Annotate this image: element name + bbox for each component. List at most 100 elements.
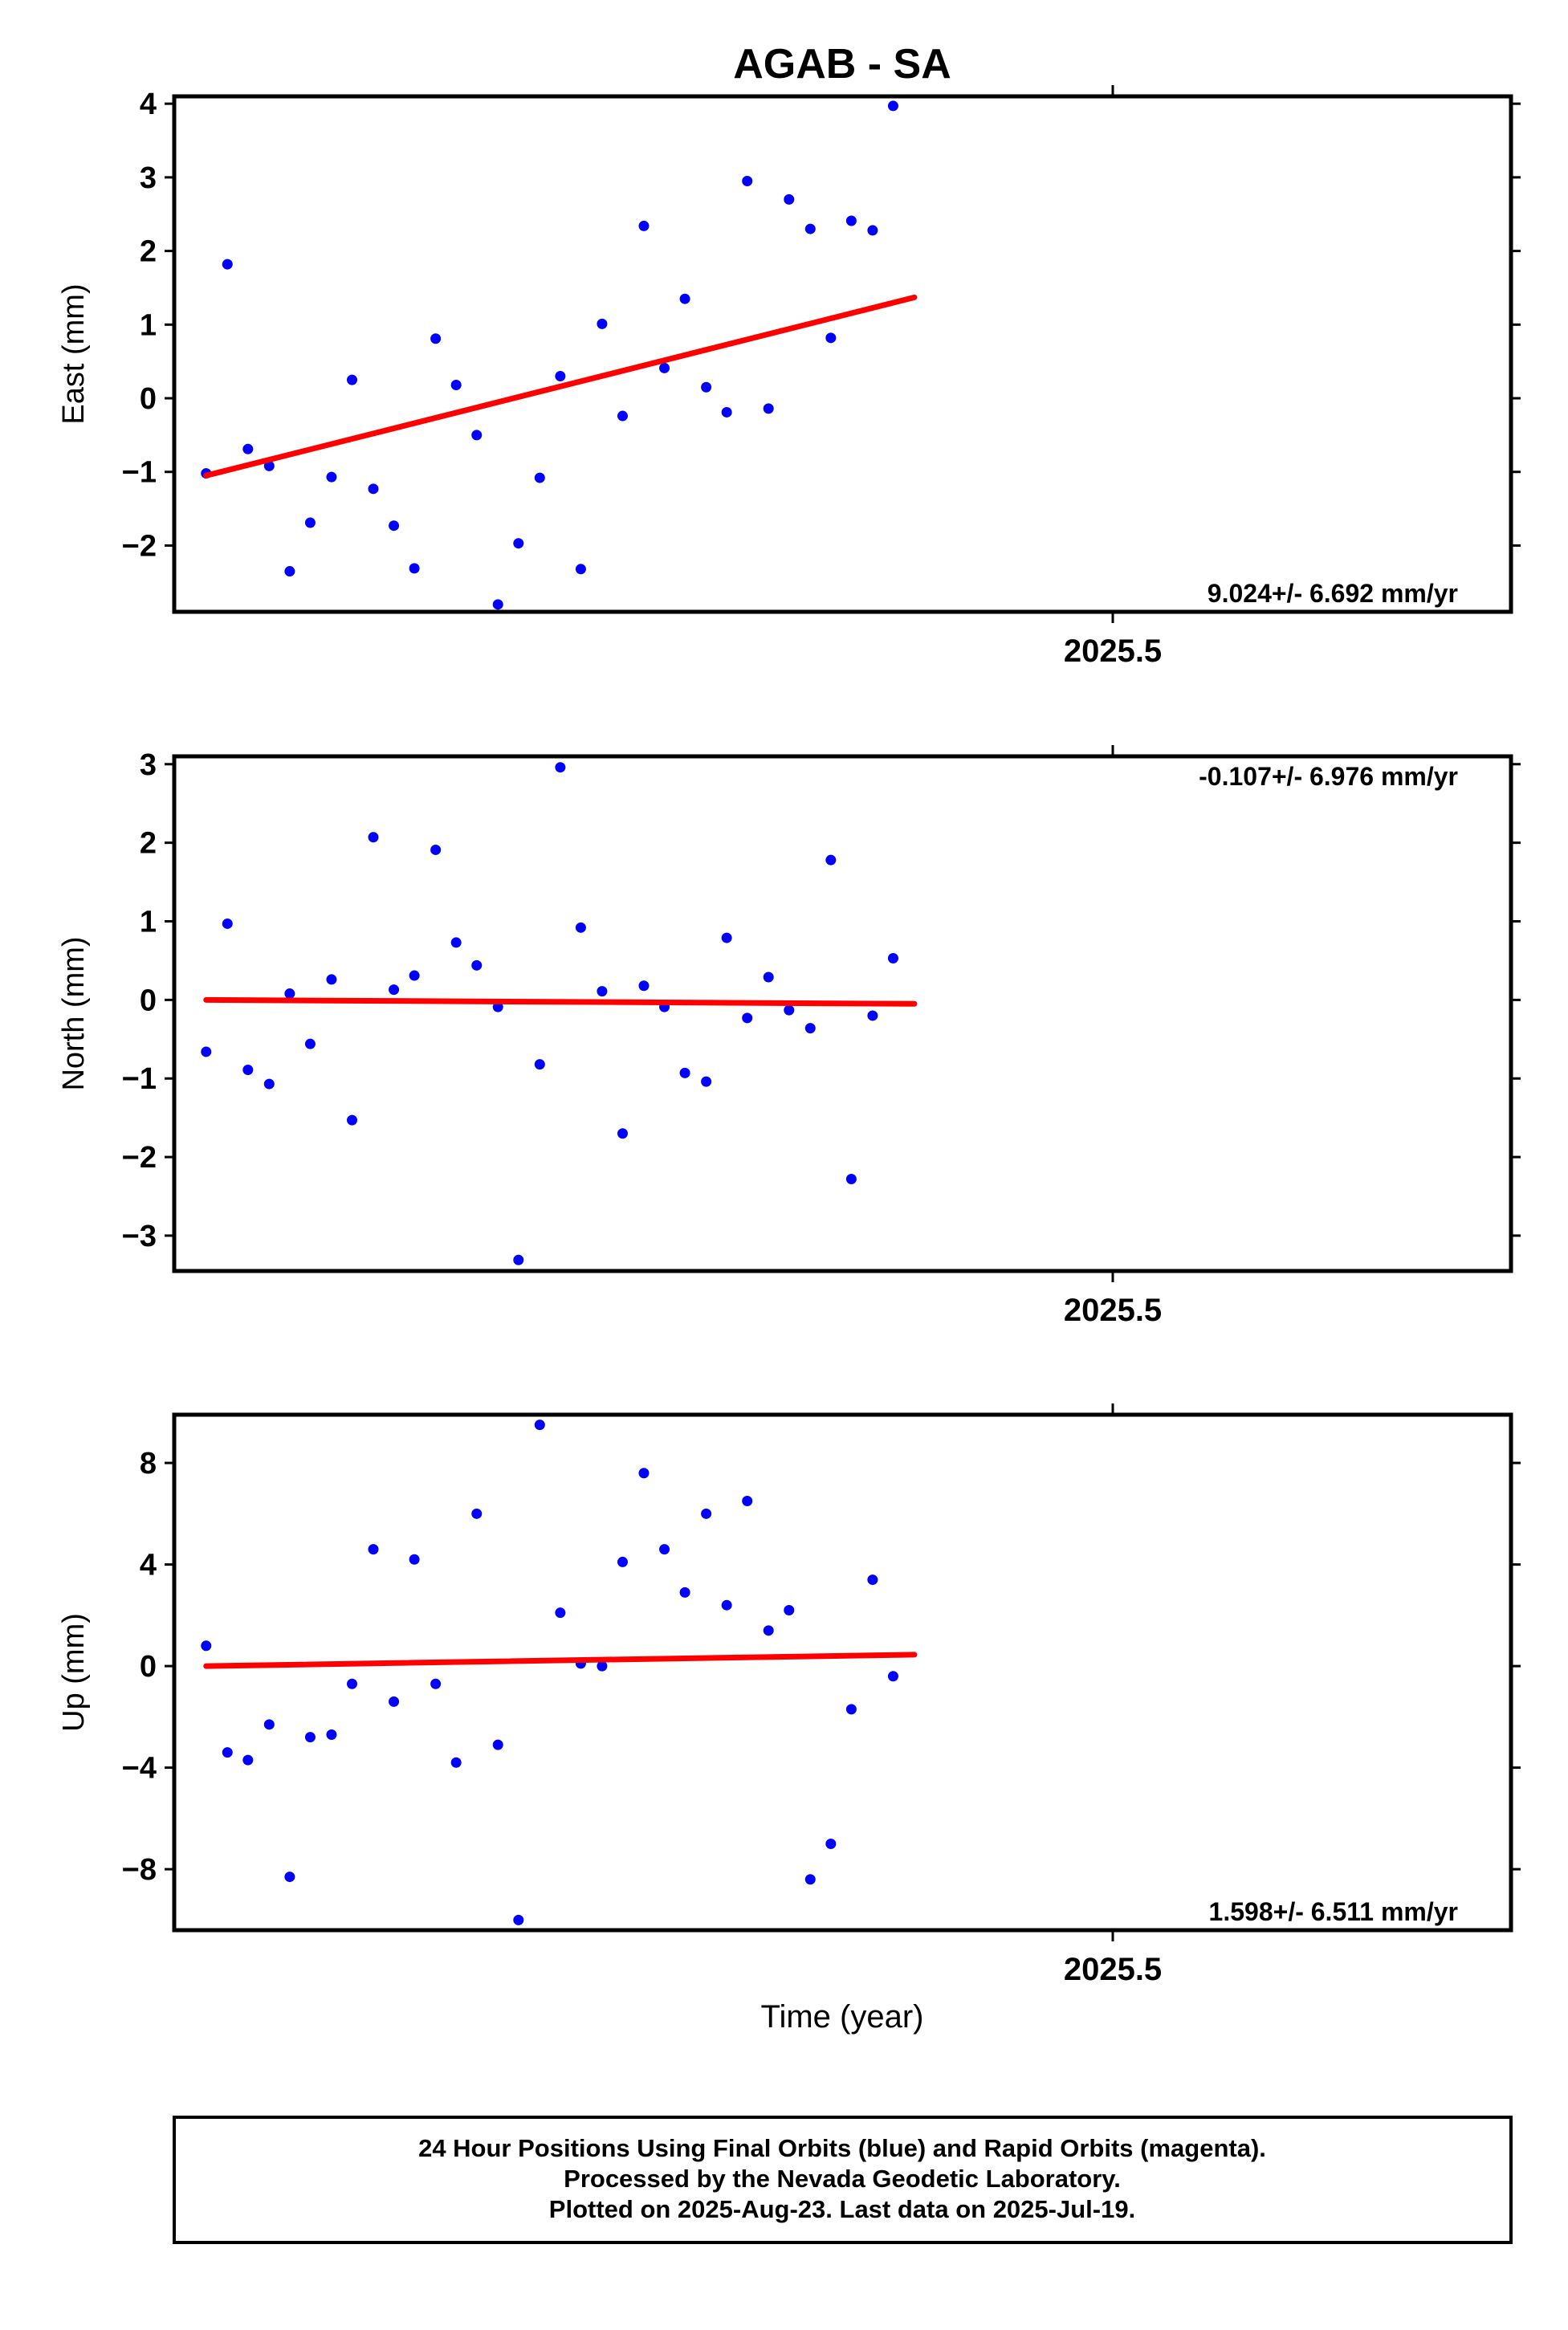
chart-title: AGAB - SA: [733, 41, 951, 88]
east-data-point: [867, 225, 878, 236]
north-data-point: [326, 974, 337, 985]
up-data-point: [284, 1872, 295, 1883]
up-plot-frame: [172, 1412, 1513, 1933]
up-data-point: [263, 1719, 275, 1730]
up-data-point: [701, 1508, 712, 1519]
north-panel: −3 −2 −1 0 1 2 3 2025.5 North (mm) -0.107+/- 6.97…: [57, 745, 1521, 1328]
east-y-tick-label: 4: [140, 88, 157, 121]
east-plot-frame: [172, 94, 1513, 614]
north-data-point: [742, 1012, 753, 1024]
up-data-point: [409, 1554, 420, 1565]
x-axis-label: Time (year): [761, 1999, 924, 2035]
east-data-point: [555, 371, 566, 382]
footer-line-3: Plotted on 2025-Aug-23. Last data on 202…: [549, 2195, 1135, 2223]
up-data-point: [679, 1587, 690, 1598]
footer-line-2: Processed by the Nevada Geodetic Laborat…: [564, 2165, 1121, 2193]
east-data-point: [804, 223, 816, 234]
up-y-tick-label: 4: [140, 1549, 157, 1583]
east-data-point: [597, 318, 608, 329]
up-data-point: [845, 1704, 857, 1715]
east-data-point: [304, 517, 316, 528]
north-data-point: [222, 918, 233, 929]
east-y-tick-label: 1: [140, 308, 157, 342]
up-data-point: [555, 1607, 566, 1619]
east-data-point: [575, 564, 586, 575]
up-rate-label: 1.598+/- 6.511 mm/yr: [1209, 1897, 1458, 1926]
east-data-point: [242, 443, 254, 454]
north-x-tick-label: 2025.5: [1064, 1293, 1162, 1328]
east-data-point: [825, 332, 837, 344]
up-data-point: [430, 1678, 442, 1689]
east-data-point: [659, 362, 670, 373]
north-y-tick-label: 0: [140, 984, 157, 1017]
north-y-tick-label: −2: [122, 1141, 157, 1175]
up-data-point: [471, 1508, 483, 1519]
north-data-point: [804, 1023, 816, 1034]
north-data-point: [784, 1004, 795, 1016]
east-data-point: [679, 293, 690, 304]
up-data-point: [513, 1914, 524, 1925]
north-rate-label: -0.107+/- 6.976 mm/yr: [1199, 762, 1458, 791]
north-y-tick-label: −3: [122, 1220, 157, 1253]
east-data-point: [409, 563, 420, 574]
east-data-point: [430, 333, 442, 344]
up-data-point: [742, 1496, 753, 1507]
east-y-tick-label: −2: [122, 529, 157, 563]
east-y-tick-label: 2: [140, 235, 157, 269]
north-data-point: [201, 1046, 212, 1057]
east-data-point: [346, 374, 357, 385]
north-plot-frame: [172, 754, 1513, 1273]
north-data-point: [597, 986, 608, 997]
east-data-point: [763, 403, 774, 414]
up-data-point: [825, 1838, 837, 1849]
north-data-point: [471, 959, 483, 971]
up-trend-line: [203, 1652, 918, 1669]
north-data-point: [638, 980, 650, 992]
up-data-point: [659, 1544, 670, 1555]
north-data-point: [368, 832, 379, 843]
east-y-axis-label: East (mm): [57, 283, 91, 424]
north-y-tick-label: −1: [122, 1062, 157, 1096]
north-data-point: [763, 972, 774, 983]
up-y-tick-label: −8: [122, 1853, 157, 1887]
east-data-point: [471, 430, 483, 441]
up-data-point: [346, 1678, 357, 1689]
east-data-point: [701, 381, 712, 393]
up-data-point: [887, 1671, 898, 1682]
north-data-point: [346, 1114, 357, 1126]
up-data-point: [617, 1556, 628, 1567]
east-data-point: [368, 483, 379, 495]
north-data-point: [534, 1059, 545, 1070]
north-data-point: [242, 1064, 254, 1075]
footer-box: [173, 2116, 1513, 2244]
up-y-tick-label: 8: [140, 1447, 157, 1481]
east-data-point: [887, 100, 898, 112]
up-data-point: [597, 1660, 608, 1672]
north-trend-line: [203, 996, 918, 1007]
up-data-point: [201, 1640, 212, 1652]
east-data-point: [534, 472, 545, 483]
north-data-point: [617, 1128, 628, 1139]
up-data-point: [763, 1625, 774, 1636]
north-y-tick-label: 3: [140, 748, 157, 782]
east-y-tick-label: 0: [140, 382, 157, 416]
north-data-point: [575, 922, 586, 933]
north-data-point: [721, 932, 732, 943]
north-data-point: [887, 953, 898, 964]
east-data-point: [784, 193, 795, 205]
east-data-point: [492, 599, 503, 610]
up-x-tick-label: 2025.5: [1064, 1952, 1162, 1987]
north-data-point: [304, 1038, 316, 1049]
east-data-point: [513, 538, 524, 549]
up-data-point: [867, 1574, 878, 1586]
north-data-point: [284, 988, 295, 1000]
up-panel: −8 −4 0 4 8 2025.5 Up (mm) 1.598+/- 6.511 mm/yr: [57, 1403, 1521, 1987]
east-panel: −2 −1 0 1 2 3 4 2025.5 East (mm) 9.024+/- 6.692 m…: [57, 85, 1521, 669]
east-data-point: [263, 460, 275, 471]
north-y-tick-label: 2: [140, 827, 157, 861]
east-data-point: [450, 380, 462, 391]
north-data-point: [679, 1067, 690, 1078]
north-data-point: [263, 1078, 275, 1090]
north-data-point: [450, 937, 462, 948]
